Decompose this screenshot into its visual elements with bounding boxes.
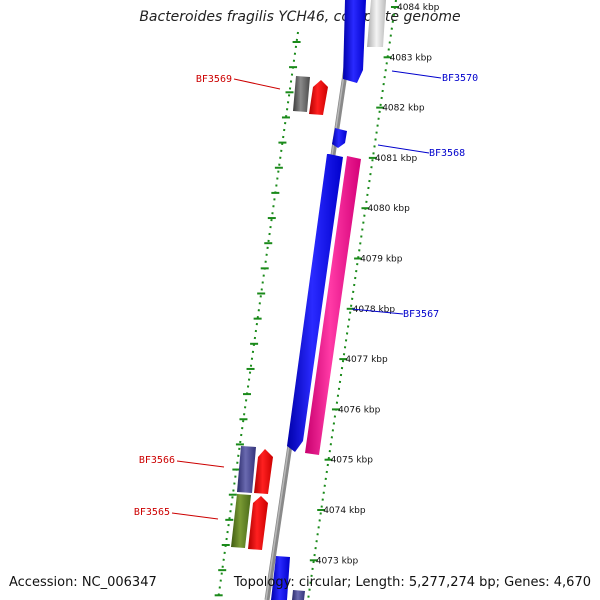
gene-bf3567[interactable] [287, 154, 343, 452]
kbp-label: 4073 kbp [316, 556, 359, 566]
genome-summary: Topology: circular; Length: 5,277,274 bp… [233, 575, 591, 590]
gene-pink[interactable] [305, 156, 361, 455]
gene-bf3569-red[interactable] [309, 80, 328, 115]
right-tick-guide [307, 0, 397, 600]
gene-bf3569-gray[interactable] [293, 76, 310, 112]
gene-white-top[interactable] [367, 0, 386, 47]
gene-blue-small[interactable] [332, 128, 347, 148]
gene-blue-bottom[interactable] [271, 556, 290, 600]
leader-bf3568 [377, 144, 430, 154]
gene-label-bf3565[interactable]: BF3565 [134, 507, 170, 518]
gene-bf3566-red[interactable] [254, 449, 273, 494]
leader-bf3569 [233, 78, 281, 90]
leader-bf3565 [171, 512, 219, 520]
gene-label-bf3566[interactable]: BF3566 [139, 455, 175, 466]
leader-bf3567 [351, 308, 404, 315]
gene-label-bf3569[interactable]: BF3569 [196, 74, 232, 85]
gene-label-bf3568[interactable]: BF3568 [429, 148, 465, 159]
gene-bf3565-olive[interactable] [231, 494, 251, 548]
kbp-label: 4082 kbp [382, 104, 425, 114]
kbp-label: 4074 kbp [323, 506, 366, 516]
kbp-label: 4076 kbp [338, 405, 381, 415]
kbp-label: 4080 kbp [367, 204, 410, 214]
leader-bf3570 [391, 70, 442, 79]
kbp-label: 4079 kbp [360, 255, 403, 265]
kbp-label: 4083 kbp [390, 53, 433, 63]
kbp-label: 4077 kbp [345, 355, 388, 365]
gene-bf3566-slate[interactable] [237, 446, 256, 493]
gene-label-bf3570[interactable]: BF3570 [442, 73, 478, 84]
kbp-label: 4075 kbp [331, 456, 374, 466]
kbp-label: 4084 kbp [397, 3, 440, 13]
kbp-label: 4078 kbp [353, 305, 396, 315]
kbp-label: 4081 kbp [375, 154, 418, 164]
scale-ticks [214, 6, 399, 597]
gene-slate-bottom[interactable] [292, 590, 305, 600]
gene-label-bf3567[interactable]: BF3567 [403, 309, 439, 320]
accession-label: Accession: NC_006347 [9, 575, 157, 590]
leader-bf3566 [176, 460, 225, 468]
gene-bf3565-red[interactable] [248, 496, 268, 550]
kbp-labels: 4084 kbp 4083 kbp 4082 kbp 4081 kbp 4080 kbp… [316, 3, 440, 566]
gene-bf3570[interactable] [343, 0, 366, 83]
